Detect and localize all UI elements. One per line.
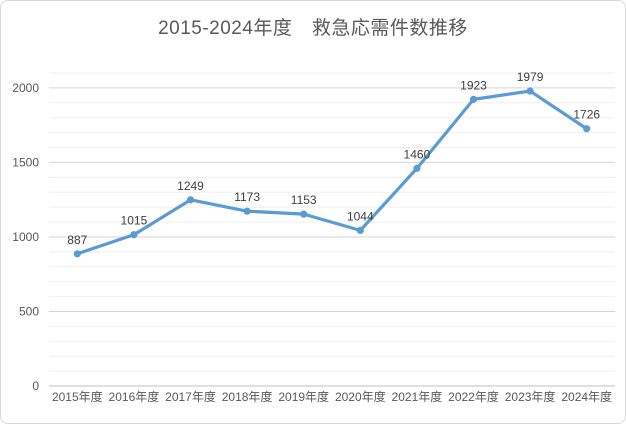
y-axis-tick-label: 1500 [12,155,39,169]
data-point-marker [469,95,478,103]
data-point-label: 1173 [234,190,260,204]
data-point-label: 1015 [121,214,148,228]
data-point-label: 1044 [347,209,374,223]
x-axis-category-label: 2017年度 [165,389,216,404]
y-axis-tick-label: 500 [19,304,39,318]
data-point-label: 1153 [291,193,317,207]
y-axis-tick-label: 0 [32,379,39,393]
data-point-marker [186,196,195,204]
y-axis-tick-label: 1000 [12,230,39,244]
data-point-marker [526,87,534,95]
data-point-label: 887 [67,233,87,247]
data-point-marker [583,125,591,133]
data-point-label: 1249 [177,179,204,193]
data-point-label: 1460 [404,147,431,161]
data-point-label: 1979 [517,70,544,84]
x-axis-category-label: 2019年度 [278,389,329,404]
data-series-line [75,89,589,256]
x-axis-category-label: 2023年度 [505,389,556,404]
x-axis-category-label: 2021年度 [392,389,443,404]
data-point-marker [300,210,308,218]
x-axis-category-label: 2016年度 [109,389,160,404]
chart-title: 2015-2024年度 救急応需件数推移 [158,18,468,39]
data-point-marker [243,207,251,215]
data-point-marker [413,164,421,172]
data-point-label: 1726 [573,108,600,122]
x-axis-category-label: 2022年度 [448,389,499,404]
data-point-marker [130,231,138,239]
x-axis-category-label: 2024年度 [561,389,612,404]
data-point-marker [356,226,364,234]
data-point-label: 1923 [460,78,487,92]
x-axis-category-label: 2018年度 [222,389,273,404]
y-axis-tick-label: 2000 [12,81,39,95]
x-axis-category-label: 2015年度 [52,389,103,404]
data-point-marker [73,250,81,258]
x-axis-category-label: 2020年度 [335,389,386,404]
